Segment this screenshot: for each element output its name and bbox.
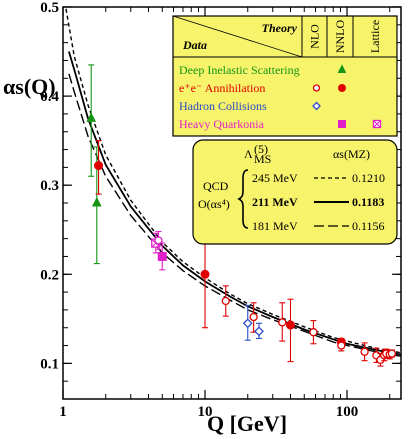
data-point <box>157 242 167 271</box>
theory-curve-211-mev <box>68 51 402 356</box>
qcd-header-lambda: Λ <box>244 147 253 161</box>
data-point <box>278 302 287 342</box>
data-marker <box>221 296 230 306</box>
x-axis-title: Q [GeV] <box>207 411 287 436</box>
y-tick-label: 0.5 <box>40 0 59 16</box>
legend-header-theory: Theory <box>262 21 298 35</box>
series-deep-inelastic-scattering <box>86 64 102 265</box>
legend-row-label: Heavy Quarkonia <box>179 117 265 131</box>
legend-row-label: Hadron Collisions <box>179 99 267 113</box>
legend-column-header: NLO <box>308 24 322 49</box>
legend-header-data: Data <box>182 38 207 52</box>
legend-marker <box>338 84 346 92</box>
qcd-label: QCD <box>203 179 229 193</box>
data-marker <box>337 341 346 350</box>
data-marker <box>91 196 102 207</box>
data-marker <box>200 269 210 279</box>
order-label: O(αs⁴) <box>198 197 230 211</box>
qcd-row-lambda: 181 MeV <box>252 219 298 233</box>
legend-marker <box>372 119 382 129</box>
legend-background <box>172 15 398 137</box>
data-marker <box>86 112 97 122</box>
data-point <box>221 285 230 317</box>
data-point <box>94 140 104 195</box>
theory-curves <box>65 8 402 357</box>
qcd-header-lambda-sub: MS <box>254 152 271 166</box>
data-marker <box>157 251 167 261</box>
series-e-e-annihilation <box>94 140 397 367</box>
legend-box: Theory Data NLO NNLO Lattice Deep Inelastic S… <box>172 15 398 137</box>
legend-row-label: e⁺e⁻ Annihilation <box>179 81 265 95</box>
y-tick-label: 0.1 <box>40 356 59 372</box>
y-tick-label: 0.4 <box>40 89 59 105</box>
data-point <box>337 339 346 352</box>
legend-marker <box>312 101 321 111</box>
qcd-box-background <box>192 139 398 245</box>
y-axis-title: αs(Q) <box>3 74 56 99</box>
qcd-header-alpha: αs(MZ) <box>333 147 370 161</box>
data-point <box>86 64 97 177</box>
y-tick-label: 0.3 <box>40 178 59 194</box>
legend-marker <box>312 84 321 92</box>
data-marker <box>360 347 369 356</box>
data-marker <box>154 236 163 245</box>
data-marker <box>254 326 264 337</box>
data-point <box>387 349 397 358</box>
y-tick-label: 0.2 <box>40 267 59 283</box>
data-points <box>86 64 397 367</box>
legend-column-header: Lattice <box>368 20 382 53</box>
x-tick-label: 10 <box>198 404 213 420</box>
data-point <box>360 342 369 362</box>
x-tick-label: 100 <box>336 404 359 420</box>
data-point <box>154 230 163 250</box>
qcd-row-alpha: 0.1156 <box>352 219 385 233</box>
data-point <box>242 304 253 341</box>
data-marker <box>278 318 287 327</box>
data-point <box>285 298 295 363</box>
legend-marker <box>338 120 346 128</box>
data-marker <box>94 161 104 171</box>
qcd-row-lambda: 211 MeV <box>252 195 298 209</box>
theory-curve-245-mev <box>65 8 402 354</box>
axis-labels: 1 10 100 0.1 0.2 0.3 0.4 0.5 Q [GeV] αs(Q) <box>3 0 358 436</box>
series-heavy-quarkonia <box>151 230 167 271</box>
axis-ticks <box>62 6 401 400</box>
x-tick-label: 1 <box>59 404 67 420</box>
legend-marker <box>337 64 347 73</box>
data-marker <box>309 328 318 337</box>
qcd-box: Λ (5)MS αs(MZ) QCD O(αs⁴) 245 MeV 0.1210 211 Me… <box>192 139 398 245</box>
theory-curve-181-mev <box>68 73 402 357</box>
data-marker <box>242 318 253 329</box>
data-marker <box>249 312 258 322</box>
legend-row-label: Deep Inelastic Scattering <box>179 63 300 77</box>
data-point <box>254 322 264 339</box>
qcd-header-lambda-sup: (5) <box>254 142 268 156</box>
qcd-row-alpha: 0.1183 <box>352 195 384 209</box>
legend-header-diagonal <box>172 15 303 58</box>
data-marker <box>387 349 397 358</box>
data-point <box>309 320 318 345</box>
data-point <box>249 302 258 333</box>
series-hadron-collisions <box>242 304 264 341</box>
qcd-row-alpha: 0.1210 <box>352 171 385 185</box>
qcd-row-lambda: 245 MeV <box>252 171 298 185</box>
legend-column-header: NNLO <box>333 20 347 54</box>
qcd-brace <box>237 169 249 229</box>
data-marker <box>285 320 295 330</box>
